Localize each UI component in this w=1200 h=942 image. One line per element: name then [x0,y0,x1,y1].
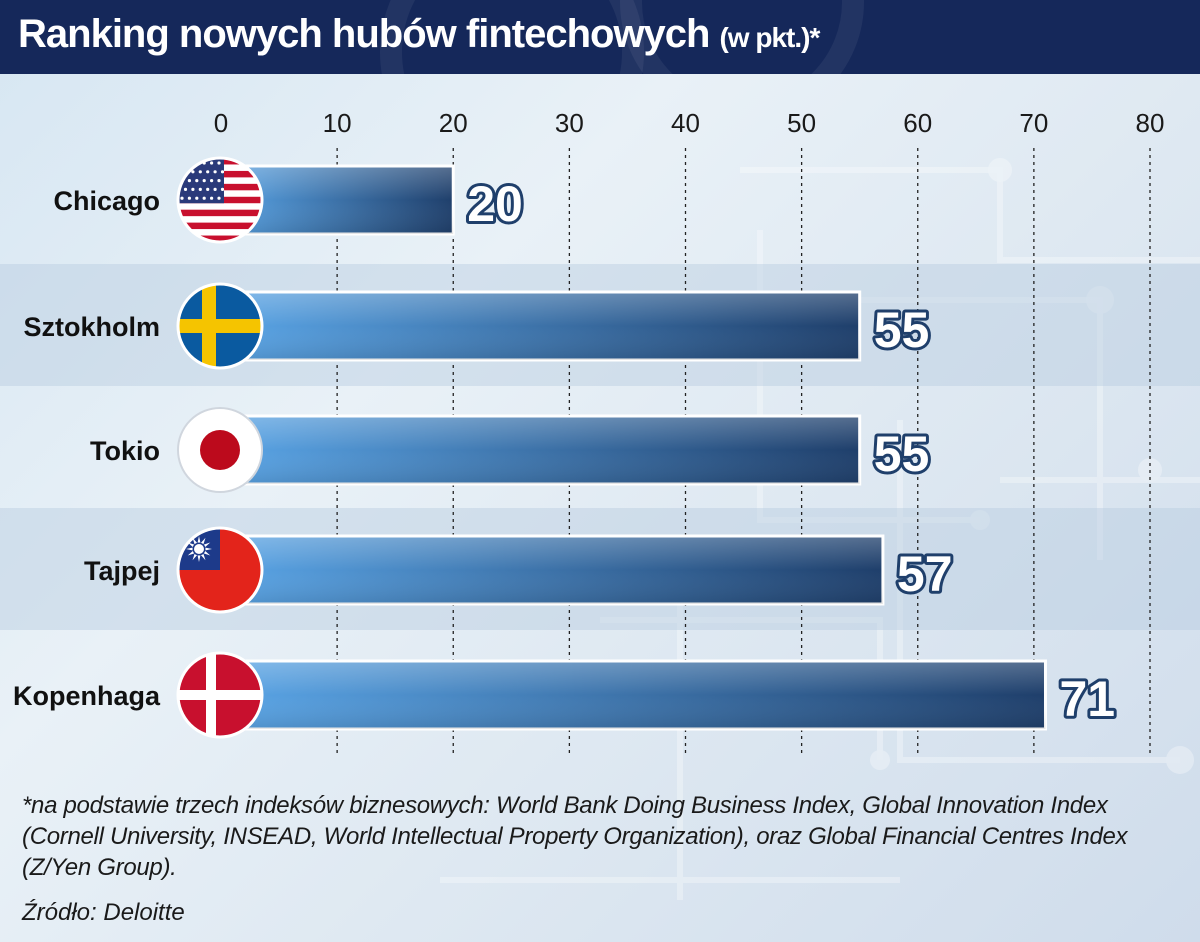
category-label: Sztokholm [23,312,160,342]
x-tick-label: 30 [555,108,584,138]
bar-shine [221,661,1046,729]
footnote: *na podstawie trzech indeksów biznesowyc… [22,792,1128,881]
category-label: Chicago [53,186,160,216]
value-label: 57 [897,546,953,602]
bar-chart: 0 10 20 30 40 50 60 70 80 Chicago Sztokholm Tokio T… [0,108,1200,755]
bar-shine [221,292,860,360]
japan-flag-icon [177,407,263,493]
value-label: 71 [1059,671,1115,727]
denmark-flag-icon [176,651,264,739]
value-label: 55 [874,426,930,482]
x-tick-label: 10 [323,108,352,138]
chart-title-unit: (w pkt.)* [719,22,820,53]
x-tick-label: 40 [671,108,700,138]
source-note: Źródło: Deloitte [22,899,185,926]
value-label: 55 [874,302,930,358]
x-tick-label: 50 [787,108,816,138]
x-tick-label: 20 [439,108,468,138]
x-tick-label: 70 [1019,108,1048,138]
chart-title-main: Ranking nowych hubów fintechowych [18,12,710,56]
taiwan-flag-icon [176,526,264,614]
us-flag-icon [176,156,264,244]
x-tick-label: 80 [1136,108,1165,138]
title-bar: Ranking nowych hubów fintechowych (w pkt.… [0,0,1200,74]
bar-shine [221,416,860,484]
sweden-flag-icon [176,282,264,370]
category-label: Tokio [90,436,160,466]
bar-shine [221,536,883,604]
value-label: 20 [467,176,523,232]
x-tick-label: 60 [903,108,932,138]
category-label: Tajpej [84,556,160,586]
x-tick-label: 0 [214,108,228,138]
category-label: Kopenhaga [13,681,161,711]
chart-title: Ranking nowych hubów fintechowych (w pkt.… [18,12,820,57]
